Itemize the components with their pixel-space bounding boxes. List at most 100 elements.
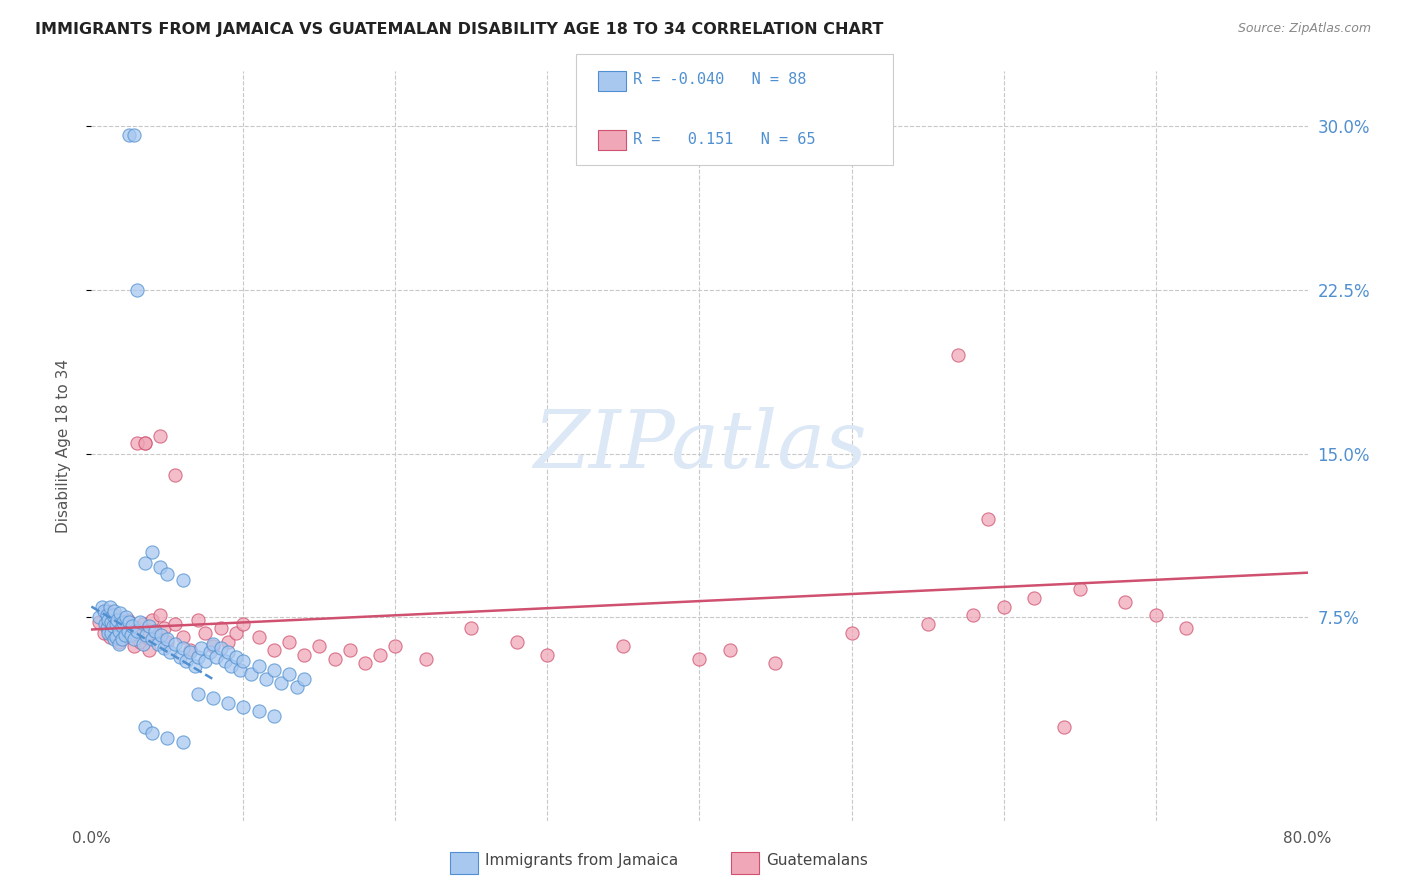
Point [163, 468, 186, 483]
Point [202, 691, 225, 706]
Point [98, 599, 121, 614]
Point [87, 610, 110, 624]
Point [148, 637, 170, 651]
Point [263, 663, 285, 677]
Point [125, 435, 148, 450]
Point [172, 574, 194, 588]
Point [194, 654, 217, 668]
Point [232, 617, 254, 632]
Point [506, 634, 529, 648]
Point [1144, 608, 1167, 623]
Point [125, 283, 148, 297]
Point [153, 641, 176, 656]
Point [98, 630, 121, 644]
Point [143, 624, 166, 638]
Point [156, 632, 179, 647]
Point [125, 621, 148, 635]
Point [118, 615, 141, 629]
Point [122, 632, 145, 647]
Point [229, 663, 252, 677]
Point [179, 645, 201, 659]
Text: R = -0.040   N = 88: R = -0.040 N = 88 [633, 72, 806, 87]
Point [217, 634, 239, 648]
Point [134, 435, 156, 450]
Point [141, 726, 163, 740]
Point [120, 625, 142, 640]
Point [101, 625, 124, 640]
Point [205, 649, 228, 664]
Point [94, 617, 117, 632]
Point [111, 617, 134, 632]
Point [91, 599, 114, 614]
Point [163, 637, 186, 651]
Text: Source: ZipAtlas.com: Source: ZipAtlas.com [1237, 22, 1371, 36]
Point [247, 658, 270, 673]
Point [135, 628, 157, 642]
Point [129, 634, 152, 648]
Point [141, 632, 163, 647]
Point [263, 643, 285, 657]
Point [149, 560, 172, 574]
Point [112, 615, 135, 629]
Point [97, 613, 120, 627]
Point [97, 625, 120, 640]
Point [169, 649, 191, 664]
Point [214, 654, 236, 668]
Point [134, 720, 156, 734]
Point [149, 429, 172, 443]
Point [278, 667, 301, 681]
Point [217, 696, 239, 710]
Point [96, 604, 118, 618]
Point [121, 619, 143, 633]
Point [103, 608, 125, 623]
Point [111, 619, 134, 633]
Point [143, 625, 166, 640]
Point [194, 625, 217, 640]
Point [117, 624, 139, 638]
Point [962, 608, 984, 623]
Point [156, 634, 179, 648]
Point [100, 615, 122, 629]
Point [368, 648, 391, 662]
Point [118, 128, 141, 142]
Point [101, 608, 124, 623]
Point [141, 613, 163, 627]
Point [96, 621, 118, 635]
Point [103, 632, 125, 647]
Point [1174, 621, 1197, 635]
Point [134, 435, 156, 450]
Point [292, 672, 315, 686]
Point [217, 645, 239, 659]
Point [1022, 591, 1045, 605]
Point [132, 617, 155, 632]
Point [100, 613, 122, 627]
Point [308, 639, 330, 653]
Point [254, 672, 277, 686]
Point [110, 606, 132, 620]
Point [841, 625, 863, 640]
Point [202, 637, 225, 651]
Point [156, 731, 179, 745]
Y-axis label: Disability Age 18 to 34: Disability Age 18 to 34 [56, 359, 70, 533]
Point [946, 348, 969, 362]
Point [156, 566, 179, 581]
Point [232, 700, 254, 714]
Point [100, 625, 122, 640]
Point [105, 613, 128, 627]
Point [172, 641, 194, 656]
Point [122, 128, 145, 142]
Point [415, 652, 437, 666]
Point [122, 639, 145, 653]
Text: R =   0.151   N = 65: R = 0.151 N = 65 [633, 132, 815, 147]
Point [138, 619, 160, 633]
Point [107, 634, 129, 648]
Text: Immigrants from Jamaica: Immigrants from Jamaica [485, 854, 678, 868]
Point [187, 613, 209, 627]
Point [93, 625, 115, 640]
Point [141, 545, 163, 559]
Point [225, 625, 247, 640]
Point [149, 608, 172, 623]
Point [97, 617, 120, 632]
Point [187, 649, 209, 664]
Point [87, 615, 110, 629]
